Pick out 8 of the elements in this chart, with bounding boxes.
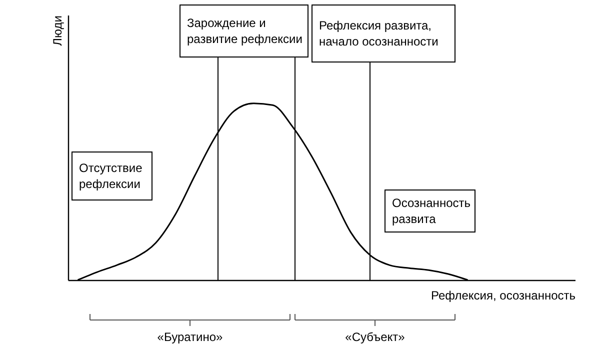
y-axis-title: Люди (50, 16, 64, 46)
annotation: Осознанность развита (392, 196, 470, 226)
annotation: Отсутствие рефлексии (79, 161, 143, 191)
text: Рефлексия развита, начало осознанности (319, 18, 438, 48)
text: «Субъект» (345, 330, 406, 344)
text: «Буратино» (157, 330, 224, 344)
text: Зарождение и развитие рефлексии (187, 16, 302, 46)
x-axis-title: Рефлексия, осознанность (430, 288, 576, 302)
